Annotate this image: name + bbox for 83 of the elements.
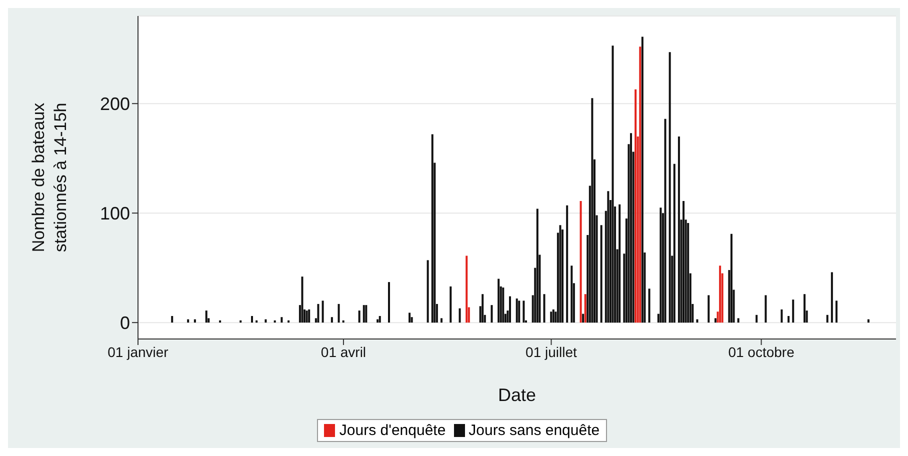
y-tick-label: 100 bbox=[100, 203, 130, 224]
bar bbox=[482, 294, 484, 323]
bar bbox=[516, 298, 518, 323]
bar bbox=[630, 133, 632, 323]
bar bbox=[362, 305, 365, 323]
bar bbox=[612, 46, 614, 323]
bar bbox=[522, 300, 525, 323]
bar bbox=[509, 296, 512, 323]
bar bbox=[518, 300, 520, 323]
bar bbox=[714, 318, 716, 323]
bar bbox=[668, 52, 671, 323]
bar bbox=[792, 300, 794, 323]
bar bbox=[835, 300, 838, 323]
bar bbox=[634, 89, 637, 323]
bar bbox=[566, 205, 568, 323]
bar bbox=[570, 266, 573, 323]
bar bbox=[719, 266, 722, 323]
bar bbox=[591, 98, 594, 323]
bar bbox=[280, 317, 283, 323]
bar bbox=[673, 164, 676, 323]
bar bbox=[338, 304, 340, 323]
bar bbox=[358, 310, 360, 323]
bar bbox=[308, 309, 310, 323]
legend-label: Jours d'enquête bbox=[339, 422, 446, 439]
bar bbox=[543, 294, 546, 323]
bar bbox=[317, 304, 320, 323]
bar bbox=[536, 208, 538, 323]
x-tick-label: 01 janvier bbox=[108, 344, 169, 360]
bar bbox=[687, 222, 690, 323]
bar bbox=[498, 278, 500, 323]
x-tick-label: 01 avril bbox=[320, 344, 366, 360]
bar bbox=[826, 314, 828, 323]
bar bbox=[582, 314, 584, 323]
bar bbox=[780, 309, 783, 323]
y-tick-label: 200 bbox=[100, 94, 130, 114]
bar bbox=[301, 276, 304, 323]
bar bbox=[408, 312, 411, 323]
bar bbox=[376, 319, 379, 323]
bar bbox=[678, 136, 680, 323]
bar bbox=[641, 36, 644, 323]
bar bbox=[450, 286, 452, 323]
bar bbox=[696, 319, 698, 323]
bar bbox=[600, 225, 602, 323]
bar bbox=[756, 314, 758, 323]
bar bbox=[730, 234, 732, 323]
bar bbox=[830, 272, 833, 323]
bar bbox=[426, 260, 429, 323]
bar bbox=[648, 288, 650, 323]
bar bbox=[804, 294, 806, 323]
x-tick-label: 01 octobre bbox=[728, 344, 795, 360]
bar bbox=[867, 319, 870, 323]
bar bbox=[584, 294, 586, 323]
bar bbox=[708, 295, 710, 323]
bar bbox=[502, 288, 504, 323]
bar bbox=[618, 204, 621, 323]
bar bbox=[330, 317, 333, 323]
bar bbox=[737, 318, 740, 323]
bar bbox=[490, 305, 493, 323]
bar bbox=[664, 118, 666, 323]
bar bbox=[660, 208, 662, 323]
x-axis-title: Date bbox=[498, 385, 536, 405]
bar bbox=[550, 312, 552, 323]
bar bbox=[466, 256, 468, 323]
bar bbox=[306, 310, 308, 323]
bar bbox=[365, 305, 368, 323]
bar bbox=[607, 191, 610, 323]
y-tick-label: 0 bbox=[120, 312, 130, 333]
bar bbox=[322, 300, 324, 323]
bar bbox=[388, 282, 390, 323]
bar bbox=[580, 201, 582, 323]
bar bbox=[639, 46, 642, 323]
bar bbox=[378, 316, 381, 323]
bar bbox=[788, 316, 790, 323]
bar bbox=[431, 134, 434, 323]
bar bbox=[440, 318, 443, 323]
x-tick-label: 01 juillet bbox=[526, 344, 578, 360]
bar bbox=[764, 295, 767, 323]
y-axis-title: Nombre de bateaux stationnés à 14-15h bbox=[29, 102, 70, 252]
legend-label: Jours sans enquête bbox=[468, 422, 600, 439]
bar bbox=[559, 225, 562, 323]
bar bbox=[552, 309, 554, 323]
bar bbox=[682, 201, 685, 323]
bar bbox=[458, 308, 461, 323]
